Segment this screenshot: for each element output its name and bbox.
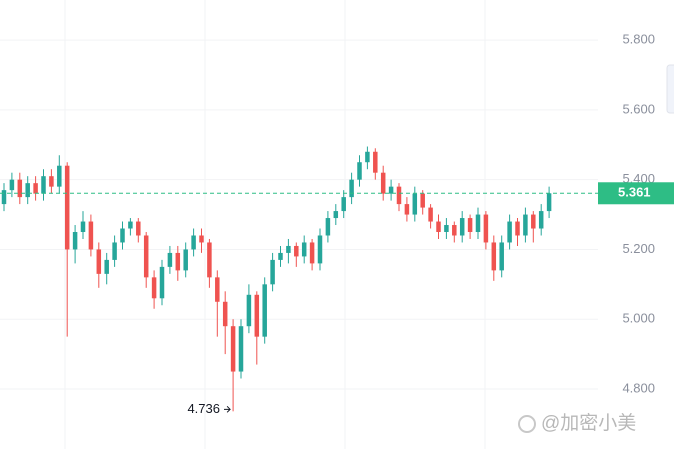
candle-body <box>357 162 362 180</box>
candle-body <box>380 172 386 194</box>
candle-body <box>33 183 38 194</box>
candle-body <box>128 221 133 229</box>
annotation-arrow <box>224 405 231 413</box>
candle-body <box>222 301 228 327</box>
candle-body <box>515 221 520 236</box>
candle-body <box>444 225 449 233</box>
candle-body <box>309 242 315 264</box>
candle-body <box>294 245 299 257</box>
y-tick-label: 5.800 <box>622 32 655 47</box>
candle-body <box>230 326 236 372</box>
candle-body <box>64 165 70 250</box>
candle-body <box>499 242 504 271</box>
candle-body <box>88 221 94 250</box>
candle-body <box>523 214 528 236</box>
candle-body <box>491 242 497 271</box>
candle-body <box>254 294 260 337</box>
candle-body <box>270 259 275 285</box>
candle-body <box>388 186 394 194</box>
candle-body <box>104 259 109 274</box>
candle-body <box>215 277 220 302</box>
candle-body <box>167 252 173 267</box>
candle-body <box>262 284 267 337</box>
candle-body <box>96 249 102 274</box>
candle-body <box>246 294 252 327</box>
side-button[interactable] <box>666 64 674 114</box>
candle-body <box>467 218 473 233</box>
candle-body <box>373 151 378 173</box>
candle-body <box>199 235 204 243</box>
candle-body <box>412 193 418 215</box>
candle-body <box>183 249 188 271</box>
candle-body <box>151 277 157 299</box>
candle-body <box>286 245 291 253</box>
candle-body <box>41 176 46 194</box>
watermark-logo <box>518 415 536 433</box>
candle-body <box>420 193 425 208</box>
candle-body <box>404 204 410 215</box>
last-price-label: 5.361 <box>618 185 651 200</box>
candle-body <box>301 242 307 257</box>
candle-body <box>546 193 552 212</box>
y-tick-label: 5.200 <box>622 241 655 256</box>
candle-body <box>72 232 78 250</box>
candle-body <box>207 242 212 278</box>
candle-body <box>175 252 181 271</box>
candle-body <box>143 235 149 278</box>
candle-body <box>1 190 7 205</box>
candle-body <box>112 242 117 260</box>
candle-body <box>436 221 441 233</box>
candle-body <box>57 165 62 187</box>
candle-body <box>325 218 331 236</box>
candle-body <box>333 211 339 219</box>
candle-body <box>191 235 196 250</box>
candle-body <box>317 235 323 264</box>
candle-body <box>238 326 244 372</box>
candle-body <box>452 225 457 236</box>
candle-body <box>475 214 481 233</box>
candle-body <box>341 197 346 212</box>
candle-body <box>483 214 489 243</box>
candle-body <box>49 176 54 187</box>
candle-body <box>365 151 370 163</box>
candle-body <box>538 211 544 229</box>
watermark: @加密小美 <box>541 412 636 434</box>
candle-body <box>120 228 125 243</box>
candle-body <box>459 218 465 236</box>
candle-body <box>507 221 512 243</box>
candle-body <box>17 179 23 198</box>
candle-body <box>159 266 165 299</box>
candle-body <box>396 186 402 205</box>
candle-body <box>278 252 283 260</box>
y-tick-label: 4.800 <box>622 380 655 395</box>
candle-body <box>428 207 433 222</box>
y-tick-label: 5.000 <box>622 311 655 326</box>
last-price-box <box>598 182 674 205</box>
candle-body <box>531 214 536 229</box>
candle-body <box>349 179 354 198</box>
candle-body <box>9 179 15 191</box>
low-annotation: 4.736 <box>187 401 220 416</box>
candle-body <box>25 183 30 198</box>
y-tick-label: 5.600 <box>622 101 655 116</box>
candle-body <box>136 221 141 236</box>
candle-body <box>80 221 86 233</box>
